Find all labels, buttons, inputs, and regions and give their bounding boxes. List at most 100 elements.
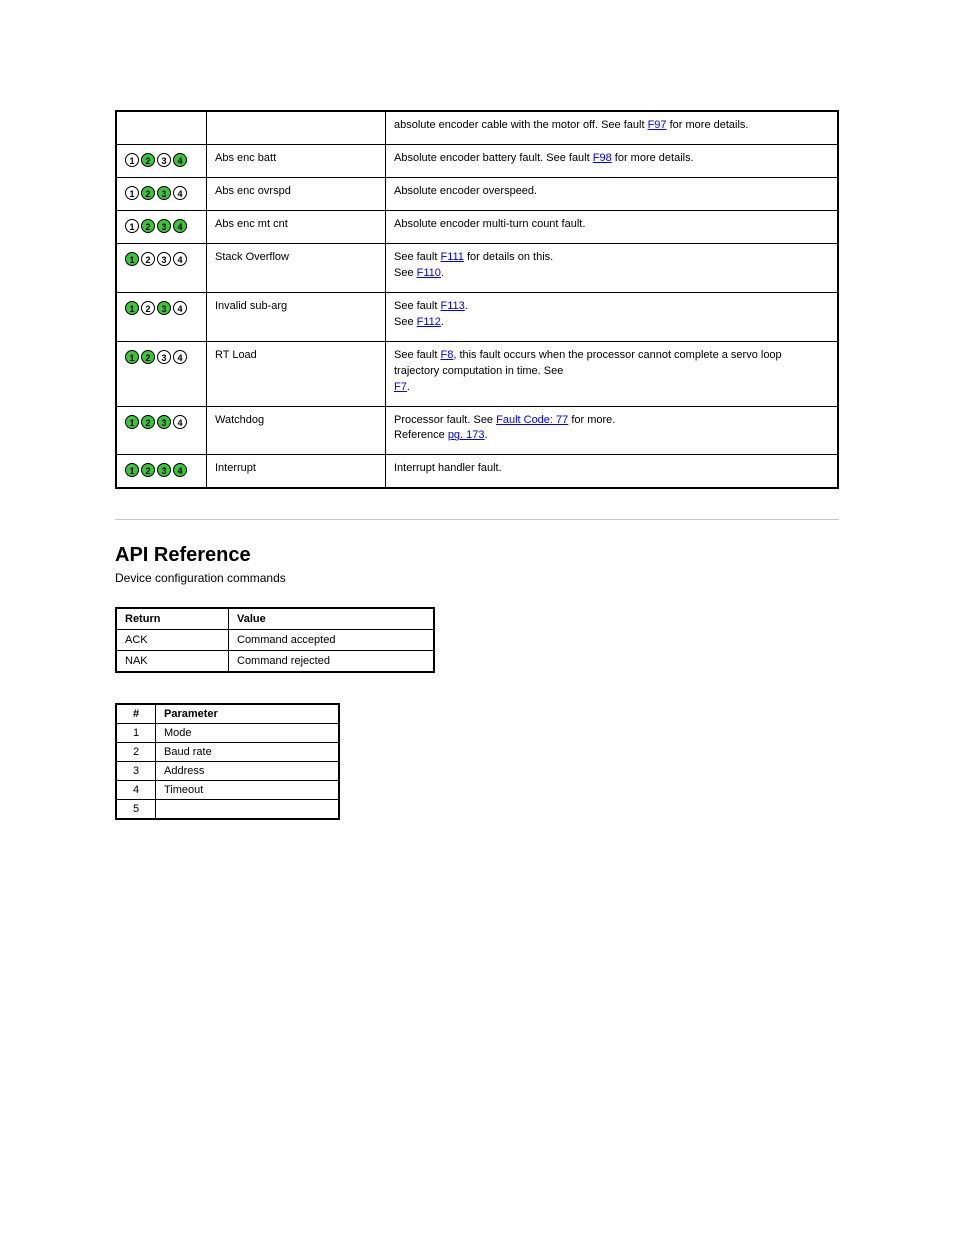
cross-reference-link[interactable]: Fault Code: 77 (496, 414, 568, 426)
cross-reference-link[interactable]: F113 (440, 300, 464, 312)
led-indicator-icon: 3 (157, 219, 171, 233)
param-header-num: # (116, 704, 156, 724)
cross-reference-link[interactable]: pg. 173 (448, 429, 485, 441)
cross-reference-link[interactable]: F98 (593, 152, 612, 164)
description-cell: Absolute encoder multi-turn count fault. (386, 210, 839, 243)
rv-header-value: Value (229, 608, 435, 630)
led-cell: 1234 (116, 406, 207, 455)
led-indicator-icon: 2 (141, 415, 155, 429)
mode-cell: Watchdog (207, 406, 386, 455)
led-indicator-icon: 4 (173, 350, 187, 364)
led-indicator-icon: 3 (157, 415, 171, 429)
led-indicator-icon: 2 (141, 186, 155, 200)
led-indicator-icon: 4 (173, 415, 187, 429)
led-fault-table: absolute encoder cable with the motor of… (115, 110, 839, 489)
led-indicator-icon: 2 (141, 301, 155, 315)
mode-cell: Stack Overflow (207, 243, 386, 292)
led-indicator-icon: 4 (173, 186, 187, 200)
led-indicator-icon: 3 (157, 301, 171, 315)
mode-cell (207, 111, 386, 144)
parameter-table: # Parameter 1 Mode 2 Baud rate 3 Address… (115, 703, 340, 820)
rv-cell: ACK (116, 630, 229, 651)
table-row: 5 (116, 800, 339, 820)
led-group: 1234 (125, 217, 198, 233)
led-cell: 1234 (116, 341, 207, 406)
led-indicator-icon: 4 (173, 252, 187, 266)
led-indicator-icon: 1 (125, 186, 139, 200)
param-cell: 3 (116, 762, 156, 781)
table-row: absolute encoder cable with the motor of… (116, 111, 838, 144)
table-row: 1234InterruptInterrupt handler fault. (116, 455, 838, 489)
led-group: 1234 (125, 184, 198, 200)
cross-reference-link[interactable]: F8 (440, 349, 453, 361)
led-indicator-icon: 2 (141, 252, 155, 266)
param-cell: 2 (116, 743, 156, 762)
table-row: 1234 Abs enc battAbsolute encoder battery… (116, 144, 838, 177)
led-indicator-icon: 2 (141, 219, 155, 233)
led-group: 1234 (125, 151, 198, 167)
description-cell: Interrupt handler fault. (386, 455, 839, 489)
led-indicator-icon: 2 (141, 153, 155, 167)
rv-cell: Command rejected (229, 651, 435, 673)
cross-reference-link[interactable]: F111 (440, 251, 463, 263)
rv-cell: NAK (116, 651, 229, 673)
led-indicator-icon: 4 (173, 463, 187, 477)
led-cell (116, 111, 207, 144)
param-cell (156, 800, 340, 820)
mode-cell: RT Load (207, 341, 386, 406)
mode-cell: Abs enc mt cnt (207, 210, 386, 243)
table-row: 1234Invalid sub-argSee fault F113.See F1… (116, 292, 838, 341)
description-cell: Absolute encoder battery fault. See faul… (386, 144, 839, 177)
table-row: 4 Timeout (116, 781, 339, 800)
led-cell: 1234 (116, 243, 207, 292)
table-row: 1234Abs enc ovrspdAbsolute encoder overs… (116, 177, 838, 210)
led-indicator-icon: 1 (125, 153, 139, 167)
api-subheading: Device configuration commands (115, 571, 839, 585)
description-cell: See fault F8, this fault occurs when the… (386, 341, 839, 406)
api-heading: API Reference (115, 544, 839, 567)
led-group: 1234 (125, 461, 198, 477)
led-indicator-icon: 4 (173, 153, 187, 167)
cross-reference-link[interactable]: F7 (394, 381, 407, 393)
description-cell: Absolute encoder overspeed. (386, 177, 839, 210)
led-indicator-icon: 1 (125, 219, 139, 233)
led-indicator-icon: 4 (173, 301, 187, 315)
led-indicator-icon: 3 (157, 350, 171, 364)
table-row: 1 Mode (116, 724, 339, 743)
table-row: 1234 Abs enc mt cntAbsolute encoder multi… (116, 210, 838, 243)
table-row: NAK Command rejected (116, 651, 434, 673)
param-cell: Mode (156, 724, 340, 743)
param-cell: Baud rate (156, 743, 340, 762)
cross-reference-link[interactable]: F97 (648, 119, 667, 131)
led-indicator-icon: 3 (157, 153, 171, 167)
led-indicator-icon: 1 (125, 301, 139, 315)
param-cell: Timeout (156, 781, 340, 800)
param-cell: 1 (116, 724, 156, 743)
led-group: 1234 (125, 413, 198, 429)
description-cell: Processor fault. See Fault Code: 77 for … (386, 406, 839, 455)
cross-reference-link[interactable]: F110 (417, 267, 441, 279)
description-cell: absolute encoder cable with the motor of… (386, 111, 839, 144)
rv-cell: Command accepted (229, 630, 435, 651)
led-indicator-icon: 1 (125, 463, 139, 477)
table-row: 2 Baud rate (116, 743, 339, 762)
led-indicator-icon: 3 (157, 186, 171, 200)
cross-reference-link[interactable]: F112 (417, 316, 441, 328)
mode-cell: Invalid sub-arg (207, 292, 386, 341)
led-indicator-icon: 1 (125, 350, 139, 364)
table-row: ACK Command accepted (116, 630, 434, 651)
description-cell: See fault F111 for details on this.See F… (386, 243, 839, 292)
led-group: 1234 (125, 299, 198, 315)
mode-cell: Abs enc batt (207, 144, 386, 177)
table-row: 1234RT LoadSee fault F8, this fault occu… (116, 341, 838, 406)
rv-header-return: Return (116, 608, 229, 630)
led-indicator-icon: 3 (157, 252, 171, 266)
led-cell: 1234 (116, 455, 207, 489)
section-divider (115, 519, 839, 520)
led-group: 1234 (125, 250, 198, 266)
led-indicator-icon: 4 (173, 219, 187, 233)
table-row: 1234 Stack OverflowSee fault F111 for det… (116, 243, 838, 292)
table-row: 3 Address (116, 762, 339, 781)
return-value-table: Return Value ACK Command accepted NAK Co… (115, 607, 435, 673)
led-cell: 1234 (116, 292, 207, 341)
